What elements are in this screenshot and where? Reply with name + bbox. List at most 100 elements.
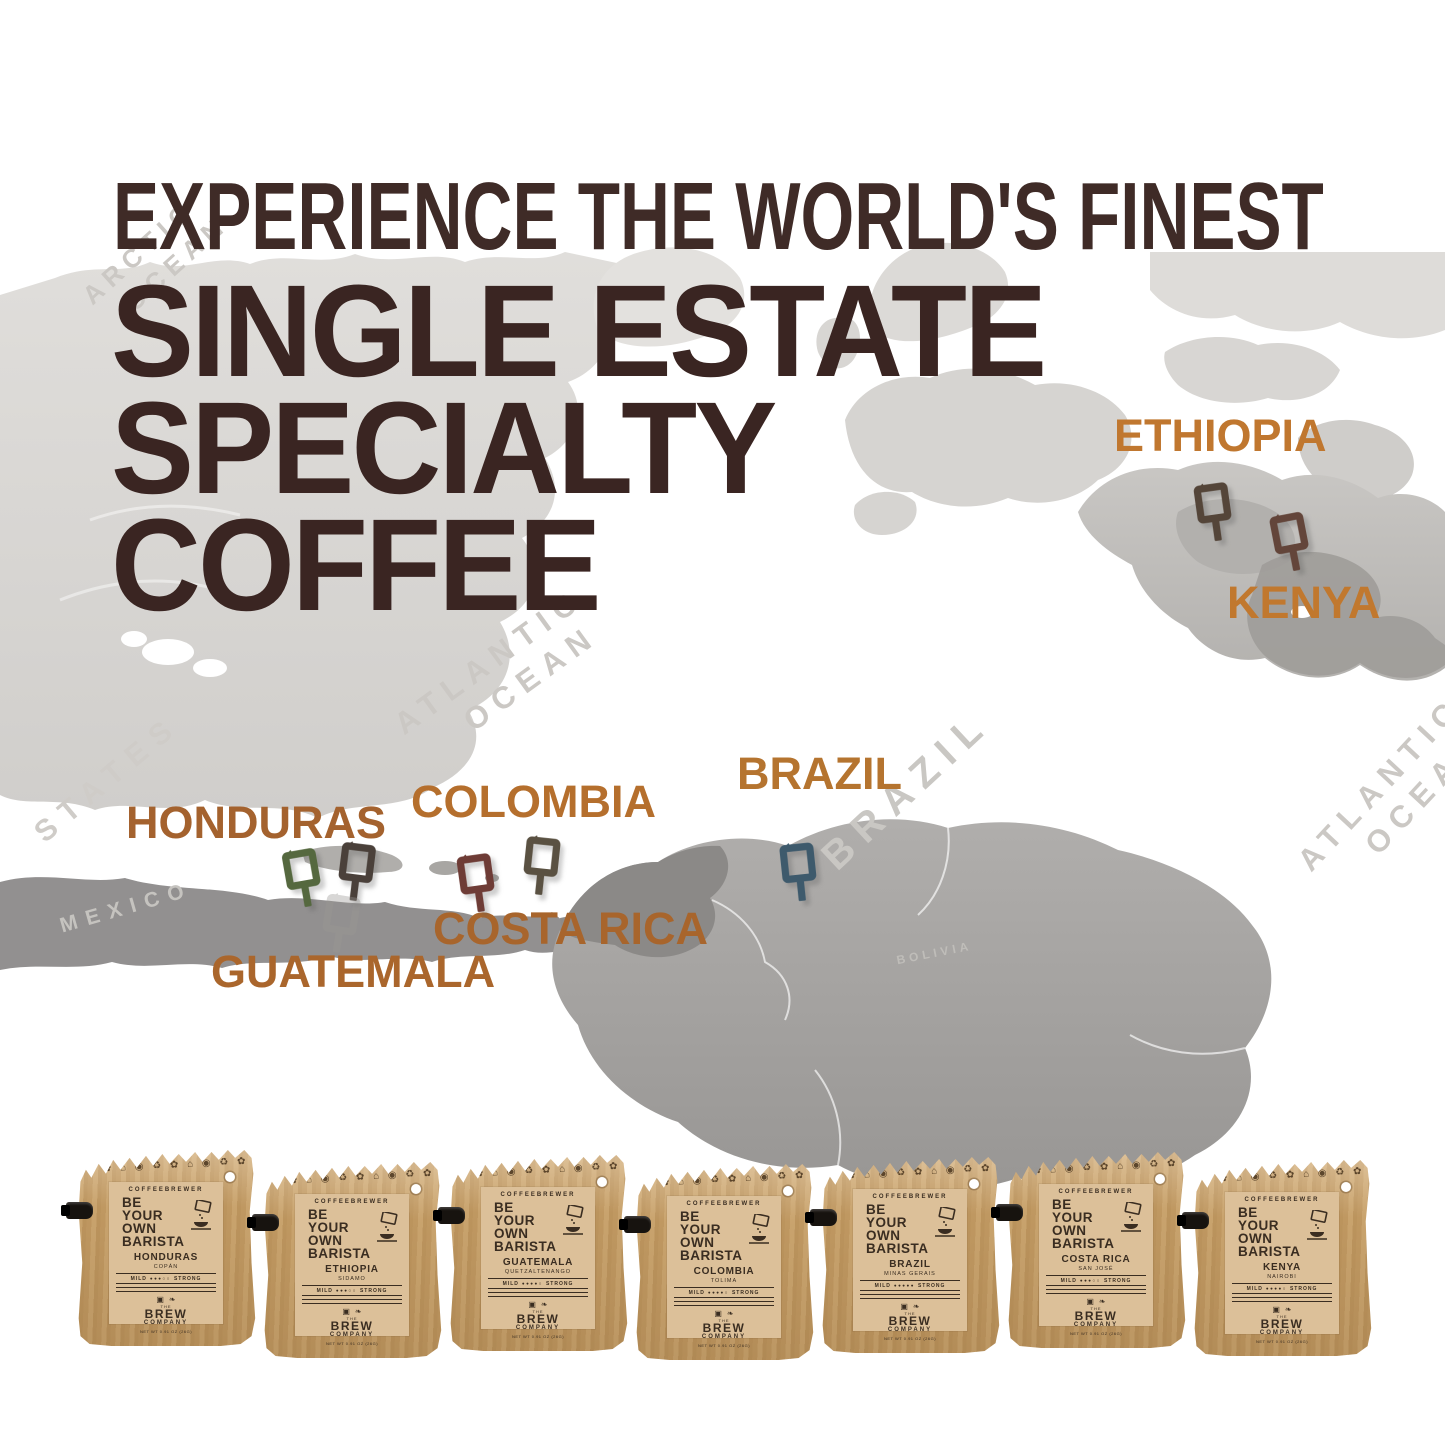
eco-badges-strip: ♻ ✿ ⌂ ◉ ♻ ✿ ⌂ ◉ ♻ ✿ ⌂ ◉ ♻ ✿ bbox=[270, 1167, 435, 1188]
europe-shape bbox=[845, 368, 1132, 507]
hang-hole-icon bbox=[1341, 1182, 1351, 1192]
strength-dots: ●●●○○ bbox=[149, 1276, 171, 1281]
net-weight: NET WT 0.91 OZ (26G) bbox=[1255, 1339, 1309, 1344]
organic-mark-icon: ❧ bbox=[354, 1307, 362, 1316]
eyebrow-heading: EXPERIENCE THE WORLD'S FINEST bbox=[113, 163, 1324, 270]
coffee-bag-guatemala: ♻ ✿ ⌂ ◉ ♻ ✿ ⌂ ◉ ♻ ✿ ⌂ ◉ ♻ ✿ COFFEEBREWER… bbox=[433, 1153, 629, 1351]
fairtrade-mark-icon: ▣ bbox=[342, 1307, 350, 1316]
organic-mark-icon: ❧ bbox=[912, 1302, 920, 1311]
coffee-bag-ethiopia: ♻ ✿ ⌂ ◉ ♻ ✿ ⌂ ◉ ♻ ✿ ⌂ ◉ ♻ ✿ COFFEEBREWER… bbox=[247, 1160, 443, 1358]
fairtrade-mark-icon: ▣ bbox=[900, 1302, 908, 1311]
bag-body: ♻ ✿ ⌂ ◉ ♻ ✿ ⌂ ◉ ♻ ✿ ⌂ ◉ ♻ ✿ COFFEEBREWER… bbox=[1008, 1151, 1186, 1348]
bag-country: BRAZIL bbox=[889, 1259, 931, 1270]
spout bbox=[1177, 1212, 1209, 1229]
coffee-bag-kenya: ♻ ✿ ⌂ ◉ ♻ ✿ ⌂ ◉ ♻ ✿ ⌂ ◉ ♻ ✿ COFFEEBREWER… bbox=[1177, 1158, 1373, 1356]
tagline: BE YOUR OWN BARISTA bbox=[486, 1201, 590, 1253]
organic-mark-icon: ❧ bbox=[540, 1300, 548, 1309]
greenland-shape bbox=[593, 247, 745, 347]
bag-region: SIDAMO bbox=[338, 1276, 366, 1282]
hang-hole-icon bbox=[597, 1177, 607, 1187]
bag-country: COSTA RICA bbox=[1061, 1254, 1131, 1265]
spout bbox=[805, 1209, 837, 1226]
tagline: BE YOUR OWN BARISTA bbox=[672, 1210, 776, 1262]
bag-label: COFFEEBREWER BE YOUR OWN BARISTA K bbox=[1225, 1192, 1339, 1344]
strength-dots: ●●●●● bbox=[893, 1283, 915, 1288]
bag-claim-line2: HAND ROASTED IN DENMARK bbox=[674, 1302, 774, 1306]
country-label-brazil: BRAZIL bbox=[737, 748, 902, 799]
costa-rica-pin-icon bbox=[451, 848, 506, 920]
strength-scale: MILD ●●●●● STRONG bbox=[860, 1280, 960, 1291]
bag-claim-line1: PREMIUM ORGANIC SPECIALTY COFFEE bbox=[488, 1290, 588, 1293]
north-america-shape bbox=[0, 252, 645, 818]
fairtrade-mark-icon: ▣ bbox=[1086, 1297, 1094, 1306]
tagline: BE YOUR OWN BARISTA bbox=[1044, 1198, 1148, 1250]
certification-marks: ▣ ❧ bbox=[300, 1307, 404, 1316]
organic-mark-icon: ❧ bbox=[1284, 1305, 1292, 1314]
eco-badges-strip: ♻ ✿ ⌂ ◉ ♻ ✿ ⌂ ◉ ♻ ✿ ⌂ ◉ ♻ ✿ bbox=[456, 1160, 621, 1181]
bag-region: QUETZALTENANGO bbox=[504, 1269, 572, 1275]
spout bbox=[61, 1202, 93, 1219]
coffee-bag-honduras: ♻ ✿ ⌂ ◉ ♻ ✿ ⌂ ◉ ♻ ✿ ⌂ ◉ ♻ ✿ COFFEEBREWER… bbox=[61, 1148, 257, 1346]
pour-over-icon bbox=[749, 1214, 770, 1244]
pour-over-icon bbox=[191, 1200, 212, 1230]
country-label-honduras: HONDURAS bbox=[126, 797, 387, 848]
bag-label: COFFEEBREWER BE YOUR OWN BARISTA E bbox=[295, 1194, 409, 1346]
organic-mark-icon: ❧ bbox=[726, 1309, 734, 1318]
strength-dots: ●●●○○ bbox=[335, 1288, 357, 1293]
pour-over-icon bbox=[1121, 1202, 1142, 1232]
country-label-colombia: COLOMBIA bbox=[411, 776, 656, 827]
certification-marks: ▣ ❧ bbox=[858, 1302, 962, 1311]
hang-hole-icon bbox=[411, 1184, 421, 1194]
net-weight: NET WT 0.91 OZ (26G) bbox=[139, 1329, 193, 1334]
brew-company-logo: THE BREW COMPANY bbox=[329, 1316, 375, 1338]
net-weight: NET WT 0.91 OZ (26G) bbox=[1069, 1331, 1123, 1336]
pour-over-icon bbox=[377, 1212, 398, 1242]
bag-region: SAN JOSÉ bbox=[1078, 1266, 1114, 1272]
fairtrade-mark-icon: ▣ bbox=[156, 1295, 164, 1304]
country-label-kenya: KENYA bbox=[1227, 577, 1381, 628]
bag-body: ♻ ✿ ⌂ ◉ ♻ ✿ ⌂ ◉ ♻ ✿ ⌂ ◉ ♻ ✿ COFFEEBREWER… bbox=[822, 1156, 1000, 1353]
spout bbox=[619, 1216, 651, 1233]
certification-marks: ▣ ❧ bbox=[1044, 1297, 1148, 1306]
certification-marks: ▣ ❧ bbox=[1230, 1305, 1334, 1314]
strength-scale: MILD ●●●●○ STRONG bbox=[674, 1287, 774, 1298]
spout bbox=[991, 1204, 1023, 1221]
bag-label: COFFEEBREWER BE YOUR OWN BARISTA G bbox=[481, 1187, 595, 1339]
bag-label: COFFEEBREWER BE YOUR OWN BARISTA H bbox=[109, 1182, 223, 1334]
bag-country: KENYA bbox=[1262, 1262, 1302, 1273]
mexico-shape bbox=[0, 877, 608, 970]
colombia-pin-icon bbox=[516, 832, 569, 902]
bag-body: ♻ ✿ ⌂ ◉ ♻ ✿ ⌂ ◉ ♻ ✿ ⌂ ◉ ♻ ✿ COFFEEBREWER… bbox=[636, 1163, 814, 1360]
strength-scale: MILD ●●●○○ STRONG bbox=[302, 1285, 402, 1296]
brew-company-logo: THE BREW COMPANY bbox=[515, 1309, 561, 1331]
certification-marks: ▣ ❧ bbox=[672, 1309, 776, 1318]
tagline: BE YOUR OWN BARISTA bbox=[114, 1196, 218, 1248]
brew-company-logo: THE BREW COMPANY bbox=[143, 1304, 189, 1326]
net-weight: NET WT 0.91 OZ (26G) bbox=[325, 1341, 379, 1346]
strength-dots: ●●●●○ bbox=[521, 1281, 543, 1286]
bag-country: HONDURAS bbox=[133, 1252, 199, 1263]
bag-label: COFFEEBREWER BE YOUR OWN BARISTA C bbox=[667, 1196, 781, 1348]
hang-hole-icon bbox=[969, 1179, 979, 1189]
eco-badges-strip: ♻ ✿ ⌂ ◉ ♻ ✿ ⌂ ◉ ♻ ✿ ⌂ ◉ ♻ ✿ bbox=[1200, 1165, 1365, 1186]
eco-badges-strip: ♻ ✿ ⌂ ◉ ♻ ✿ ⌂ ◉ ♻ ✿ ⌂ ◉ ♻ ✿ bbox=[642, 1169, 807, 1190]
bag-country: COLOMBIA bbox=[693, 1266, 755, 1277]
tagline: BE YOUR OWN BARISTA bbox=[300, 1208, 404, 1260]
net-weight: NET WT 0.91 OZ (26G) bbox=[697, 1343, 751, 1348]
bag-claim-line2: HAND ROASTED IN DENMARK bbox=[860, 1295, 960, 1299]
strength-scale: MILD ●●●●○ STRONG bbox=[1232, 1283, 1332, 1294]
bag-claim-line1: PREMIUM SPECIALTY COFFEE bbox=[860, 1291, 960, 1295]
hang-hole-icon bbox=[225, 1172, 235, 1182]
tagline: BE YOUR OWN BARISTA bbox=[858, 1203, 962, 1255]
strength-dots: ●●●●○ bbox=[707, 1290, 729, 1295]
bag-region: MINAS GERAIS bbox=[884, 1271, 936, 1277]
fairtrade-mark-icon: ▣ bbox=[528, 1300, 536, 1309]
bag-claim-line2: HAND ROASTED IN DENMARK bbox=[302, 1300, 402, 1304]
bag-claim-line2: HAND ROASTED IN DENMARK bbox=[1046, 1290, 1146, 1294]
bag-country: ETHIOPIA bbox=[325, 1264, 379, 1275]
coffeebrewer-wordmark: COFFEEBREWER bbox=[1058, 1189, 1134, 1195]
bag-country: GUATEMALA bbox=[502, 1257, 574, 1268]
pour-over-icon bbox=[563, 1205, 584, 1235]
net-weight: NET WT 0.91 OZ (26G) bbox=[511, 1334, 565, 1339]
